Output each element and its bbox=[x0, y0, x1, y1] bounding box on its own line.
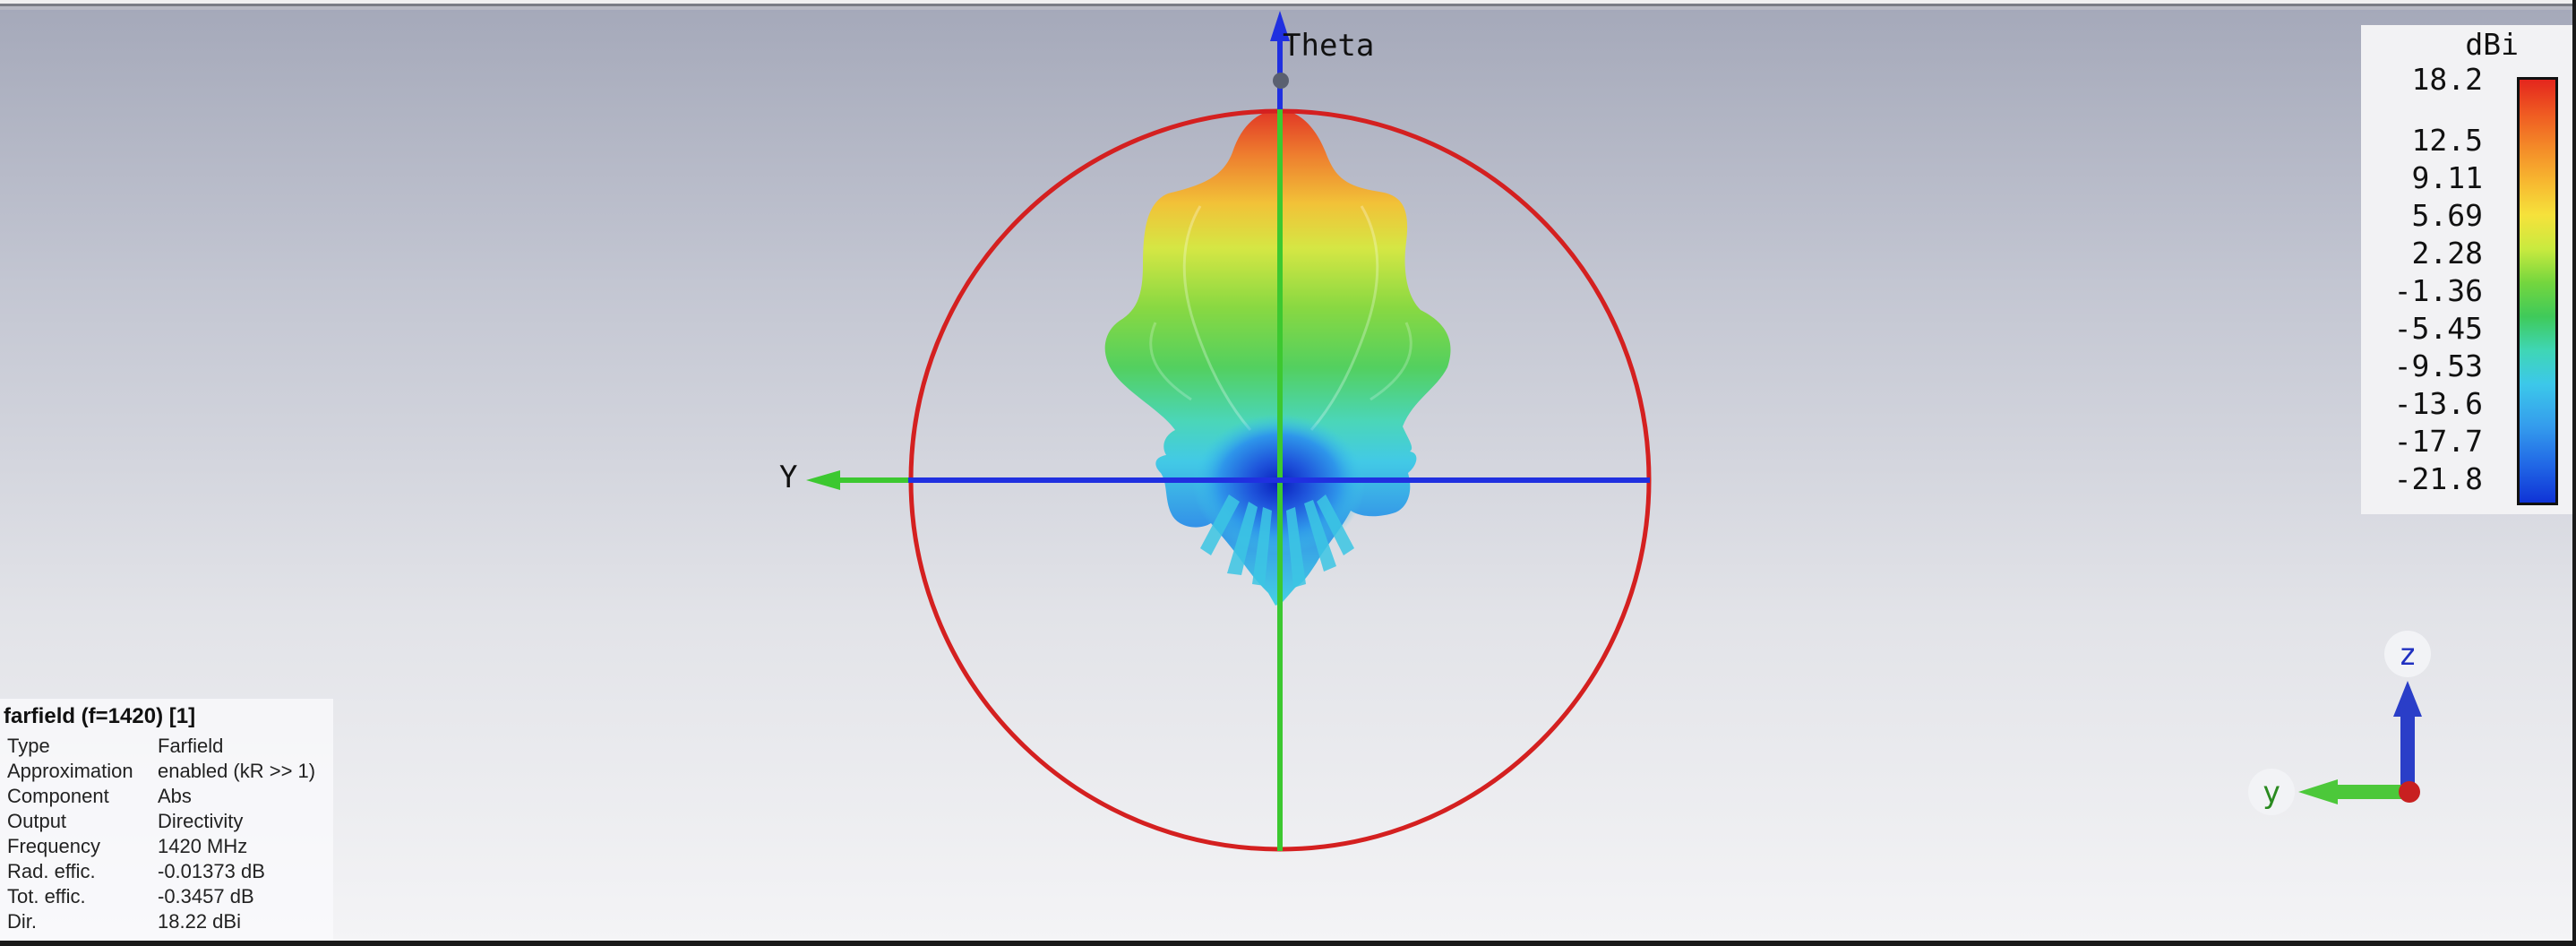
info-label-tot-effic: Tot. effic. bbox=[7, 885, 86, 907]
legend-unit: dBi bbox=[2465, 27, 2519, 62]
viewport-bottom-border bbox=[0, 941, 2576, 946]
info-label-type: Type bbox=[7, 735, 50, 757]
legend-tick: -17.7 bbox=[2393, 424, 2483, 459]
triad-z-label: z bbox=[2399, 637, 2417, 673]
info-value-output: Directivity bbox=[158, 810, 244, 832]
theta-arrow-head bbox=[1270, 11, 1290, 41]
info-value-approximation: enabled (kR >> 1) bbox=[158, 760, 316, 782]
info-value-dir: 18.22 dBi bbox=[158, 910, 241, 933]
triad-z-head bbox=[2393, 681, 2422, 717]
legend-tick: -1.36 bbox=[2393, 273, 2483, 308]
back-lobes bbox=[1200, 494, 1354, 588]
legend-tick: 18.2 bbox=[2411, 62, 2483, 97]
triad-y-badge bbox=[2248, 769, 2295, 815]
side-lobe-contour-left-outer bbox=[1149, 322, 1192, 401]
theta-axis-label: Theta bbox=[1283, 28, 1374, 64]
info-label-rad-effic: Rad. effic. bbox=[7, 860, 96, 882]
triad-z-shaft bbox=[2400, 713, 2415, 790]
info-label-component: Component bbox=[7, 785, 109, 807]
legend-tick: -9.53 bbox=[2393, 348, 2483, 383]
triad-origin bbox=[2399, 781, 2420, 803]
info-value-component: Abs bbox=[158, 785, 192, 807]
legend-color-bar bbox=[2517, 77, 2558, 505]
farfield-info-title: farfield (f=1420) [1] bbox=[4, 704, 196, 728]
info-label-approximation: Approximation bbox=[7, 760, 133, 782]
triad-z-badge bbox=[2384, 631, 2431, 677]
triad-y-label: y bbox=[2263, 775, 2280, 811]
info-value-rad-effic: -0.01373 dB bbox=[158, 860, 265, 882]
viewport-right-border bbox=[2572, 0, 2576, 946]
legend-tick: 12.5 bbox=[2411, 123, 2483, 158]
info-label-output: Output bbox=[7, 810, 67, 832]
legend-tick: -21.8 bbox=[2393, 461, 2483, 496]
legend-tick: 9.11 bbox=[2411, 160, 2483, 195]
info-label-frequency: Frequency bbox=[7, 835, 100, 857]
y-axis-label: Y bbox=[779, 460, 797, 495]
side-lobe-contour-right bbox=[1309, 205, 1379, 431]
triad-y-head bbox=[2298, 779, 2338, 804]
legend-tick: -13.6 bbox=[2393, 386, 2483, 421]
viewport-top-border bbox=[0, 0, 2576, 10]
legend-tick: -5.45 bbox=[2393, 311, 2483, 346]
legend-tick: 5.69 bbox=[2411, 198, 2483, 233]
y-arrow-head bbox=[806, 470, 840, 490]
triad-y-shaft bbox=[2334, 785, 2409, 799]
farfield-info-panel: farfield (f=1420) [1] Type Farfield Appr… bbox=[0, 699, 333, 941]
info-value-type: Farfield bbox=[158, 735, 224, 757]
info-value-tot-effic: -0.3457 dB bbox=[158, 885, 254, 907]
theta-marker-dot bbox=[1273, 73, 1289, 89]
side-lobe-contour-left bbox=[1182, 205, 1252, 431]
legend-tick: 2.28 bbox=[2411, 236, 2483, 271]
info-value-frequency: 1420 MHz bbox=[158, 835, 248, 857]
orientation-triad[interactable]: z y bbox=[2248, 631, 2431, 815]
color-scale-legend: dBi 18.2 12.5 9.11 5.69 2.28 -1.36 -5.45… bbox=[2361, 25, 2572, 514]
side-lobe-contour-right-outer bbox=[1370, 322, 1413, 401]
info-label-dir: Dir. bbox=[7, 910, 37, 933]
